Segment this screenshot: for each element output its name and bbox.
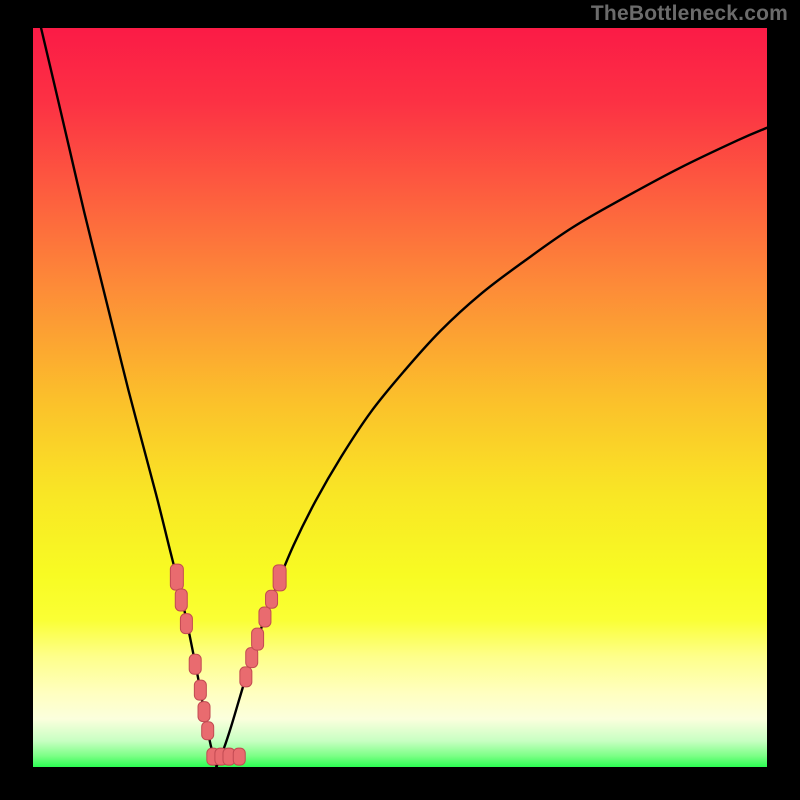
marker-point xyxy=(273,565,286,591)
marker-point xyxy=(266,590,278,608)
plot-area xyxy=(33,28,767,767)
marker-point xyxy=(240,667,252,687)
marker-point xyxy=(198,702,210,722)
marker-point xyxy=(246,648,258,668)
marker-point xyxy=(233,748,245,765)
marker-point xyxy=(175,589,187,611)
marker-point xyxy=(252,628,264,650)
marker-point xyxy=(259,607,271,627)
marker-point xyxy=(189,654,201,674)
chart-svg xyxy=(33,28,767,767)
gradient-background xyxy=(33,28,767,767)
marker-point xyxy=(194,680,206,700)
marker-point xyxy=(170,564,183,590)
watermark-text: TheBottleneck.com xyxy=(591,2,788,26)
marker-point xyxy=(180,614,192,634)
chart-stage: TheBottleneck.com xyxy=(0,0,800,800)
marker-point xyxy=(202,722,214,740)
